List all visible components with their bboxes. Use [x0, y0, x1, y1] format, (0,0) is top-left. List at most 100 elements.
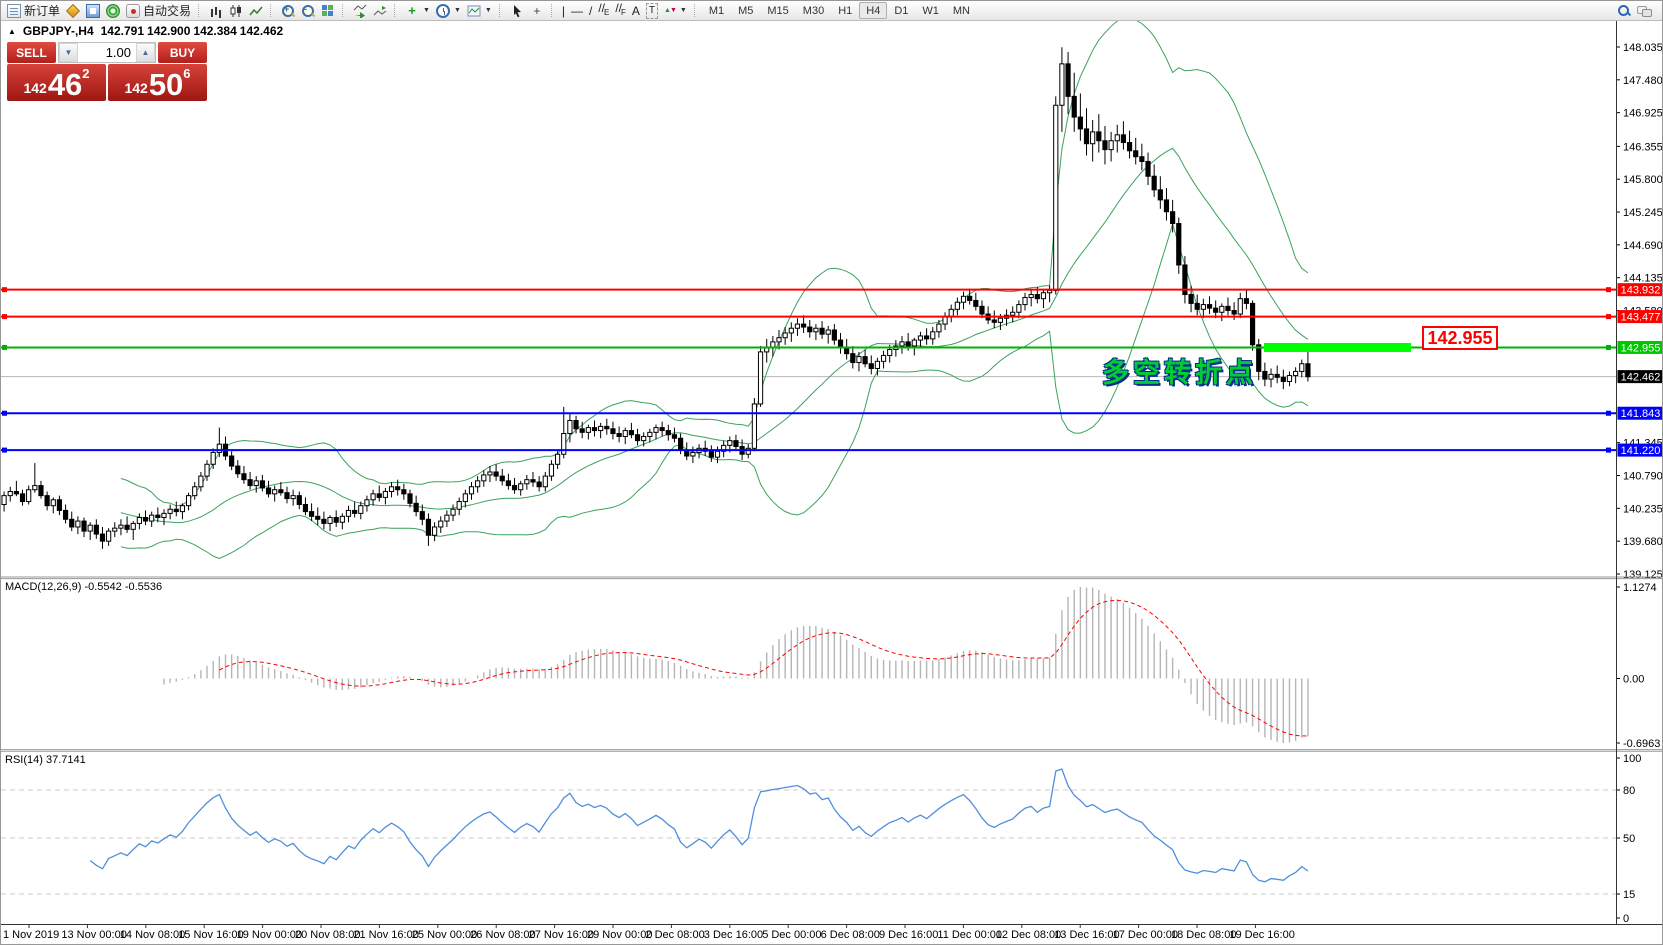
svg-text:148.035: 148.035: [1623, 42, 1663, 54]
tab-h1[interactable]: H1: [838, 4, 853, 17]
equidistant-channel-button[interactable]: //E: [595, 1, 612, 19]
indicators-button[interactable]: + ▼: [402, 2, 433, 19]
volume-decrease-button[interactable]: ▼: [59, 43, 78, 62]
toolbar-separator: [550, 4, 555, 17]
trendline-button[interactable]: /: [586, 2, 595, 19]
market-button[interactable]: [63, 2, 83, 19]
svg-text:5 Dec 00:00: 5 Dec 00:00: [762, 929, 821, 941]
volume-stepper: ▼ 1.00 ▲: [58, 42, 156, 63]
autotrading-icon: [126, 3, 141, 18]
svg-text:15 Nov 16:00: 15 Nov 16:00: [178, 929, 243, 941]
buy-price[interactable]: 142 50 6: [108, 64, 207, 101]
svg-text:0: 0: [1623, 913, 1629, 925]
svg-text:21 Nov 16:00: 21 Nov 16:00: [353, 929, 418, 941]
zoom-in-icon: +: [281, 4, 295, 18]
tab-h4[interactable]: H4: [859, 2, 888, 19]
tab-m5[interactable]: M5: [738, 4, 754, 17]
one-click-trading-panel: SELL ▼ 1.00 ▲ BUY 142 46 2 142 50 6: [7, 42, 207, 101]
tab-mn[interactable]: MN: [952, 4, 970, 17]
volume-increase-button[interactable]: ▲: [136, 43, 155, 62]
buy-button[interactable]: BUY: [158, 42, 207, 63]
symbol-bar: ▲ GBPJPY-,H4 142.791 142.900 142.384 142…: [8, 24, 283, 38]
svg-text:141.843: 141.843: [1621, 408, 1661, 420]
collapse-icon[interactable]: ▲: [8, 26, 16, 36]
ohlc-close: 142.462: [239, 24, 284, 38]
tile-windows-icon: [321, 4, 335, 18]
svg-text:144.135: 144.135: [1623, 273, 1663, 285]
buy-price-point: 6: [183, 66, 191, 81]
svg-text:143.932: 143.932: [1621, 285, 1661, 297]
fibonacci-button[interactable]: //F: [612, 1, 629, 19]
chart-bars-button[interactable]: [206, 2, 226, 19]
chat-icon: [1637, 4, 1652, 18]
tab-m30[interactable]: M30: [802, 4, 825, 17]
trendline-icon: /: [588, 3, 593, 18]
new-order-label: 新订单: [24, 4, 61, 18]
templates-button[interactable]: ▼: [464, 2, 495, 19]
new-order-button[interactable]: 新订单: [4, 2, 63, 19]
template-icon: [467, 5, 481, 16]
toolbar-separator: [693, 4, 698, 17]
chevron-down-icon: ▼: [484, 7, 492, 14]
volume-value[interactable]: 1.00: [105, 45, 131, 60]
chat-button[interactable]: [1634, 2, 1654, 19]
chart-shift-button[interactable]: [370, 2, 390, 19]
svg-text:100: 100: [1623, 753, 1641, 765]
text-label-icon: T: [645, 2, 659, 19]
tab-m1[interactable]: M1: [708, 4, 725, 17]
auto-scroll-button[interactable]: [350, 2, 370, 19]
auto-scroll-icon: [353, 4, 367, 18]
tab-w1[interactable]: W1: [922, 4, 939, 17]
zoom-out-button[interactable]: -: [298, 2, 318, 19]
sell-button[interactable]: SELL: [7, 42, 56, 63]
svg-text:19 Nov 00:00: 19 Nov 00:00: [237, 929, 302, 941]
metaeditor-icon: [86, 3, 101, 18]
text-icon: A: [631, 3, 640, 18]
crosshair-button[interactable]: +: [527, 2, 547, 19]
sell-price-big-figure: 142: [23, 80, 47, 96]
svg-text:1 Nov 2019: 1 Nov 2019: [3, 929, 59, 941]
svg-text:146.925: 146.925: [1623, 108, 1663, 120]
search-button[interactable]: [1614, 2, 1634, 19]
svg-text:3 Dec 16:00: 3 Dec 16:00: [704, 929, 763, 941]
text-label-button[interactable]: T: [643, 2, 661, 19]
sell-price[interactable]: 142 46 2: [7, 64, 106, 101]
crosshair-icon: +: [533, 3, 541, 18]
tab-m15[interactable]: M15: [767, 4, 789, 17]
svg-text:140.235: 140.235: [1623, 503, 1663, 515]
text-button[interactable]: A: [629, 2, 643, 19]
chart-annotation-text[interactable]: 多空转折点: [1102, 358, 1257, 388]
bar-chart-icon: [209, 4, 223, 18]
autotrading-button[interactable]: 自动交易: [123, 2, 194, 19]
periods-button[interactable]: ▼: [433, 2, 464, 19]
sell-price-pips: 46: [47, 67, 83, 102]
svg-text:14 Nov 08:00: 14 Nov 08:00: [120, 929, 185, 941]
tile-windows-button[interactable]: [318, 2, 338, 19]
chevron-down-icon: ▼: [423, 7, 430, 14]
chart-candles-button[interactable]: [226, 2, 246, 19]
ohlc-high: 142.900: [147, 24, 191, 38]
market-cube-icon: [65, 3, 81, 18]
tab-d1[interactable]: D1: [894, 4, 909, 17]
price-callout-box[interactable]: 142.955: [1422, 326, 1498, 350]
arrows-button[interactable]: ▲▼ ▼: [661, 2, 690, 19]
chart-line-button[interactable]: [246, 2, 266, 19]
chevron-down-icon: ▼: [453, 7, 461, 14]
horizontal-line-button[interactable]: —: [568, 2, 586, 19]
vertical-line-button[interactable]: |: [559, 2, 568, 19]
svg-text:9 Dec 16:00: 9 Dec 16:00: [879, 929, 938, 941]
toolbar-separator: [394, 4, 398, 17]
channel-icon: //E: [598, 1, 610, 17]
metaeditor-button[interactable]: [83, 2, 103, 19]
zoom-in-button[interactable]: +: [278, 2, 298, 19]
signals-button[interactable]: [103, 2, 123, 19]
cursor-button[interactable]: [507, 2, 527, 19]
svg-text:1.1274: 1.1274: [1623, 582, 1657, 594]
buy-price-pips: 50: [148, 67, 184, 102]
candlestick-chart-icon: [230, 4, 242, 17]
svg-text:140.790: 140.790: [1623, 471, 1663, 483]
svg-text:145.800: 145.800: [1623, 174, 1663, 186]
toolbar-separator: [270, 4, 274, 17]
